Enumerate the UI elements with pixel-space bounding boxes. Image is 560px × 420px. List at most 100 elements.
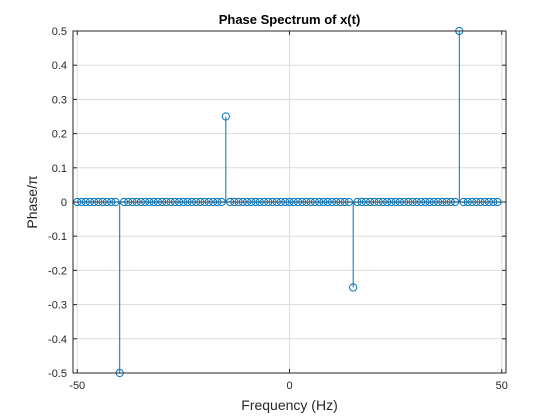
stem-marker <box>425 197 434 207</box>
y-tick-label: 0.3 <box>52 94 67 106</box>
stem-marker <box>332 197 341 207</box>
stem-marker <box>149 197 158 207</box>
x-tick-label: 50 <box>496 380 508 392</box>
stem-marker <box>412 197 421 207</box>
stem-marker <box>98 197 107 207</box>
stem-marker <box>366 197 375 207</box>
y-tick-label: -0.1 <box>48 231 67 243</box>
stem-marker <box>141 197 150 207</box>
stem-marker <box>416 197 426 207</box>
stem-series <box>73 26 506 378</box>
stem-marker <box>391 197 400 207</box>
stem-marker <box>298 197 307 207</box>
stem-marker <box>94 197 103 207</box>
stem-marker <box>400 197 409 207</box>
stem-marker <box>374 197 383 207</box>
stem-marker <box>192 197 201 207</box>
stem-marker <box>238 197 247 207</box>
stem-marker <box>306 197 315 207</box>
stem-marker <box>489 197 498 207</box>
stem-marker <box>183 197 192 207</box>
x-tick-label: -50 <box>69 380 85 392</box>
stem-marker <box>77 197 86 207</box>
stem-marker <box>315 197 324 207</box>
stem-marker <box>119 197 129 207</box>
stem-marker <box>344 197 354 207</box>
stem-marker <box>353 197 362 207</box>
stem-marker <box>319 197 328 207</box>
stem-marker <box>208 197 218 207</box>
stem-marker <box>463 197 472 207</box>
stem-marker <box>472 197 481 207</box>
stem-marker <box>81 197 90 207</box>
stem-marker <box>438 197 447 207</box>
y-tick-label: 0.5 <box>52 26 67 38</box>
stem-marker <box>433 197 443 207</box>
y-tick-label: 0.4 <box>52 60 67 72</box>
stem-marker <box>153 197 163 207</box>
stem-marker <box>442 197 451 207</box>
stem-marker <box>459 197 468 207</box>
stem-marker <box>293 197 303 207</box>
stem-marker <box>85 197 95 207</box>
stem-marker <box>323 197 332 207</box>
stem-marker <box>408 197 417 207</box>
stem-marker <box>175 197 184 207</box>
stem-marker <box>484 197 494 207</box>
stem-marker <box>327 197 337 207</box>
stem-marker <box>476 197 485 207</box>
stem-marker <box>302 197 311 207</box>
x-tick-label: 0 <box>286 380 292 392</box>
stem-marker <box>221 112 230 121</box>
stem-marker <box>336 197 345 207</box>
stem-marker <box>395 197 404 207</box>
x-axis-label: Frequency (Hz) <box>241 397 337 413</box>
stem-marker <box>162 197 171 207</box>
stem-marker <box>234 197 243 207</box>
stem-marker <box>361 197 371 207</box>
stem-marker <box>404 197 413 207</box>
stem-marker <box>285 197 294 207</box>
ticks: -50 0 50 -0.5 -0.4 -0.3 -0.2 -0.1 0 0.1 0.2 0.3 0.4 0… <box>48 26 508 392</box>
stem-marker <box>378 197 387 207</box>
stem-marker <box>357 197 366 207</box>
stem-marker <box>217 197 226 207</box>
stem-marker <box>264 197 273 207</box>
y-tick-label: 0 <box>61 197 67 209</box>
y-tick-label: -0.4 <box>48 334 67 346</box>
stem-marker <box>247 197 256 207</box>
grid <box>73 30 506 374</box>
stem-marker <box>383 197 392 207</box>
stem-marker <box>429 197 438 207</box>
stem-marker <box>340 197 349 207</box>
stem-marker <box>230 197 239 207</box>
stem-marker <box>467 197 477 207</box>
stem-marker <box>259 197 269 207</box>
stem-marker <box>493 197 502 207</box>
stem-marker <box>128 197 137 207</box>
stem-marker <box>111 197 120 207</box>
stem-marker <box>196 197 205 207</box>
stem-marker <box>90 197 99 207</box>
stem-marker <box>179 197 188 207</box>
stem-marker <box>158 197 167 207</box>
stem-marker <box>187 197 196 207</box>
stem-marker <box>446 197 455 207</box>
stem-marker <box>268 197 277 207</box>
y-tick-label: -0.5 <box>48 368 67 380</box>
stem-marker <box>200 197 209 207</box>
stem-marker <box>225 197 235 207</box>
y-tick-label: 0.1 <box>52 163 67 175</box>
stem-marker <box>145 197 154 207</box>
stem-marker <box>166 197 175 207</box>
stem-marker <box>349 283 358 292</box>
stem-marker <box>213 197 222 207</box>
stem-marker <box>170 197 179 207</box>
stem-marker <box>124 197 133 207</box>
stem-marker <box>242 197 252 207</box>
stem-marker <box>272 197 281 207</box>
stem-marker <box>480 197 489 207</box>
stem-marker <box>421 197 430 207</box>
stem-marker <box>276 197 286 207</box>
